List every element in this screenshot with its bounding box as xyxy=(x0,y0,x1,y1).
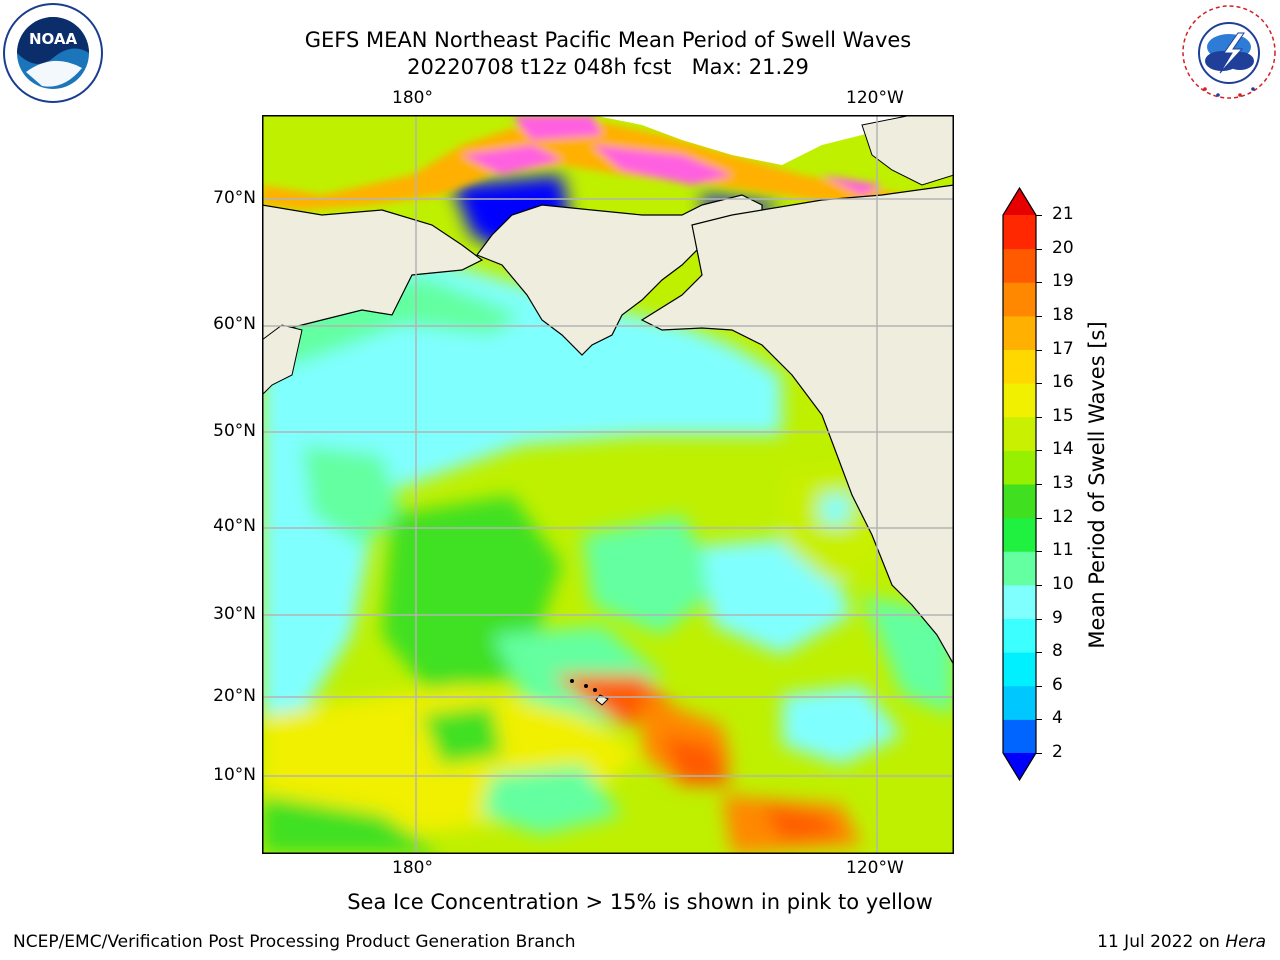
colorbar-tick-mark xyxy=(1036,282,1042,284)
colorbar-tick-mark xyxy=(1036,248,1042,250)
colorbar-segment xyxy=(1003,450,1036,485)
colorbar-tick-label: 17 xyxy=(1052,338,1074,359)
colorbar-segment xyxy=(1003,315,1036,350)
colorbar-tick-mark xyxy=(1036,551,1042,553)
colorbar-tick-mark xyxy=(1036,753,1042,754)
colorbar-tick-mark xyxy=(1036,215,1042,216)
lon-label-bottom-180: 180° xyxy=(392,858,433,878)
lat-label-70n: 70°N xyxy=(213,188,256,208)
colorbar-tick-mark xyxy=(1036,383,1042,385)
colorbar-tick-mark xyxy=(1036,484,1042,485)
lat-label-40n: 40°N xyxy=(213,516,256,536)
noaa-logo-text: NOAA xyxy=(29,30,78,48)
nws-logo xyxy=(1180,3,1278,101)
colorbar-graphic xyxy=(1002,186,1037,782)
chart-title: GEFS MEAN Northeast Pacific Mean Period … xyxy=(304,28,912,52)
colorbar-tick-mark xyxy=(1036,652,1042,654)
colorbar-tick-label: 14 xyxy=(1052,439,1074,460)
colorbar-segment xyxy=(1003,282,1036,317)
colorbar-tick-label: 6 xyxy=(1052,674,1063,695)
colorbar-tick-label: 10 xyxy=(1052,573,1074,594)
colorbar-tick-mark xyxy=(1036,315,1042,317)
colorbar-segment xyxy=(1003,349,1036,384)
colorbar-tick-mark xyxy=(1036,618,1042,620)
colorbar-tick-mark xyxy=(1036,719,1042,721)
sea-ice-note: Sea Ice Concentration > 15% is shown in … xyxy=(347,890,933,914)
colorbar xyxy=(995,185,1045,785)
colorbar-tick-label: 20 xyxy=(1052,237,1074,258)
footer-date: 11 Jul 2022 on xyxy=(1097,932,1226,952)
colorbar-segment xyxy=(1003,484,1036,519)
colorbar-tick-label: 21 xyxy=(1052,204,1074,224)
lat-label-30n: 30°N xyxy=(213,604,256,624)
lat-label-10n: 10°N xyxy=(213,765,256,785)
colorbar-segment xyxy=(1003,652,1036,687)
colorbar-under-arrow xyxy=(1003,753,1036,780)
colorbar-tick-mark xyxy=(1036,685,1042,687)
colorbar-segment xyxy=(1003,551,1036,586)
colorbar-segment xyxy=(1003,416,1036,451)
map-border xyxy=(262,115,954,854)
colorbar-tick-mark xyxy=(1036,349,1042,351)
colorbar-tick-label: 8 xyxy=(1052,641,1063,662)
colorbar-tick-mark xyxy=(1036,584,1042,586)
colorbar-tick-label: 9 xyxy=(1052,607,1063,628)
colorbar-tick-label: 12 xyxy=(1052,506,1074,527)
footer-host: Hera xyxy=(1225,932,1266,952)
colorbar-segment xyxy=(1003,685,1036,720)
colorbar-tick-mark xyxy=(1036,416,1042,418)
swell-period-field xyxy=(262,175,954,854)
lat-label-60n: 60°N xyxy=(213,314,256,334)
colorbar-segment xyxy=(1003,517,1036,552)
colorbar-segment xyxy=(1003,383,1036,418)
colorbar-segment xyxy=(1003,584,1036,619)
colorbar-tick-label: 15 xyxy=(1052,405,1074,426)
lat-label-50n: 50°N xyxy=(213,421,256,441)
colorbar-segment xyxy=(1003,719,1036,754)
colorbar-tick-label: 4 xyxy=(1052,708,1063,729)
colorbar-segment xyxy=(1003,248,1036,283)
lat-label-20n: 20°N xyxy=(213,686,256,706)
colorbar-over-arrow xyxy=(1003,188,1036,215)
colorbar-segment xyxy=(1003,618,1036,653)
colorbar-segment xyxy=(1003,215,1036,250)
swell-period-map xyxy=(262,115,954,854)
colorbar-tick-mark xyxy=(1036,517,1042,519)
colorbar-tick-label: 19 xyxy=(1052,271,1074,292)
colorbar-tick-label: 11 xyxy=(1052,540,1074,561)
colorbar-tick-label: 13 xyxy=(1052,473,1074,493)
chart-subtitle: 20220708 t12z 048h fcst Max: 21.29 xyxy=(407,55,809,79)
colorbar-tick-label: 18 xyxy=(1052,304,1074,325)
colorbar-label: Mean Period of Swell Waves [s] xyxy=(1085,321,1109,649)
footer-right: 11 Jul 2022 on Hera xyxy=(1097,932,1266,952)
footer-left: NCEP/EMC/Verification Post Processing Pr… xyxy=(13,932,576,952)
noaa-logo: NOAA xyxy=(2,2,104,104)
colorbar-tick-label: 16 xyxy=(1052,372,1074,393)
colorbar-tick-label: 2 xyxy=(1052,742,1063,762)
landmasses xyxy=(262,115,954,706)
sea-ice-band xyxy=(262,115,954,215)
lon-label-bottom-120w: 120°W xyxy=(846,858,904,878)
lon-label-top-120w: 120°W xyxy=(846,88,904,108)
colorbar-tick-mark xyxy=(1036,450,1042,452)
graticule xyxy=(262,115,954,854)
lon-label-top-180: 180° xyxy=(392,88,433,108)
